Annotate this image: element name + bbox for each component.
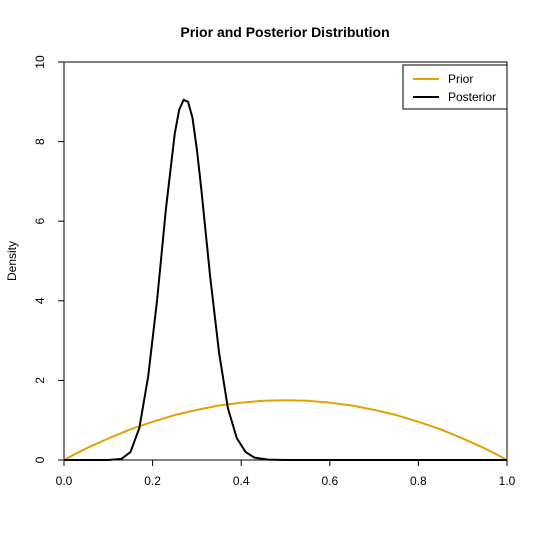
legend-label-posterior: Posterior (448, 90, 496, 104)
x-tick-label: 0.4 (233, 474, 250, 488)
legend-label-prior: Prior (448, 72, 473, 86)
y-tick-label: 4 (33, 297, 47, 304)
series-line-posterior (64, 98, 507, 461)
y-tick-label: 8 (33, 138, 47, 145)
y-tick-label: 10 (33, 55, 47, 69)
x-tick-label: 0.8 (410, 474, 427, 488)
x-tick-label: 0.2 (144, 474, 161, 488)
legend: Prior Posterior (402, 64, 508, 110)
y-axis-label: Density (5, 241, 19, 281)
axes: 0.0 0.2 0.4 0.6 0.8 1.0 0 2 4 6 8 10 (33, 55, 516, 488)
y-tick-label: 6 (33, 218, 47, 225)
x-tick-label: 0.0 (56, 474, 73, 488)
y-tick-label: 2 (33, 377, 47, 384)
chart-title: Prior and Posterior Distribution (180, 24, 389, 40)
series-line-prior (63, 399, 508, 461)
y-tick-label: 0 (33, 456, 47, 463)
series-layer (63, 98, 508, 461)
legend-box (402, 64, 508, 110)
x-tick-label: 1.0 (499, 474, 516, 488)
x-tick-label: 0.6 (321, 474, 338, 488)
